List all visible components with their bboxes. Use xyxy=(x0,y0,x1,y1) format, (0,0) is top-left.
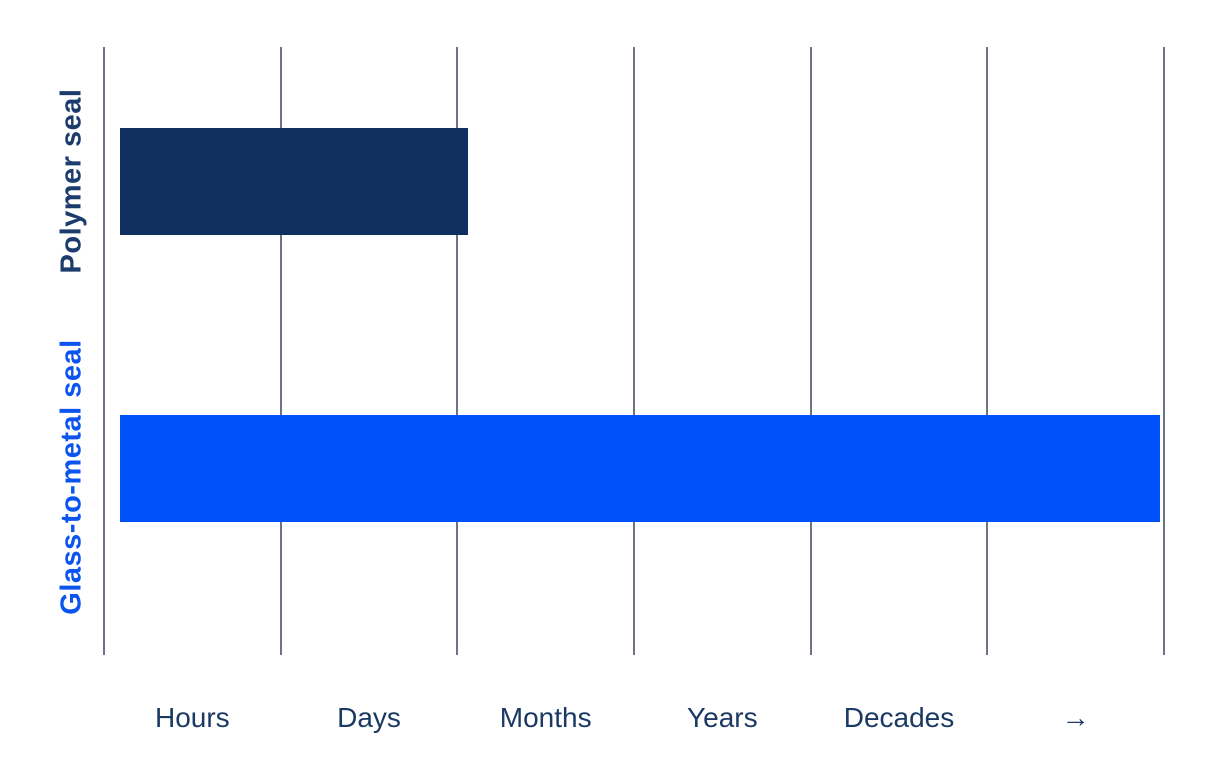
x-tick-label-days: Days xyxy=(337,702,401,733)
polymer-seal-bar xyxy=(119,128,468,235)
gridline xyxy=(1163,47,1165,655)
x-axis: Hours Days Months Years Decades → xyxy=(104,688,1164,748)
plot-area xyxy=(103,47,1165,655)
x-tick-label-months: Months xyxy=(499,702,592,733)
x-tick-label-decades: Decades xyxy=(843,702,955,733)
gridline xyxy=(103,47,105,655)
x-tick-label-hours: Hours xyxy=(154,702,230,733)
gridline xyxy=(986,47,989,655)
glass-to-metal-seal-bar xyxy=(119,415,1161,522)
gridline xyxy=(633,47,635,655)
right-arrow-icon: → xyxy=(1061,702,1090,733)
gridline xyxy=(279,47,282,655)
gridline xyxy=(809,47,812,655)
gridline xyxy=(456,47,459,655)
x-tick-label-years: Years xyxy=(687,702,758,733)
category-label-glass-to-metal-seal: Glass-to-metal seal xyxy=(55,339,88,615)
category-label-polymer-seal: Polymer seal xyxy=(55,88,88,274)
